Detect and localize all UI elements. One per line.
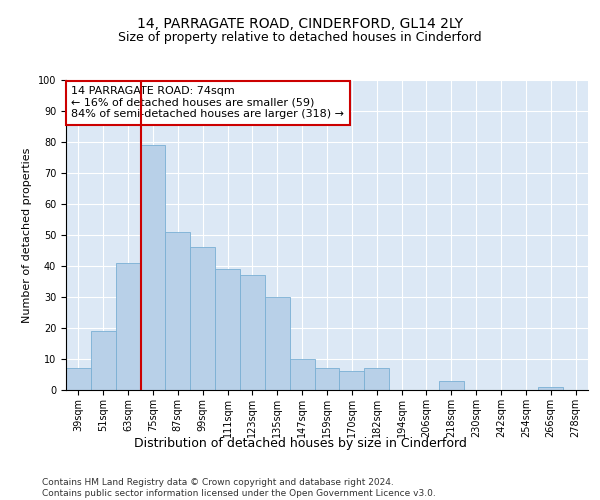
Bar [190, 248, 215, 390]
Y-axis label: Number of detached properties: Number of detached properties [22, 148, 32, 322]
Bar [290, 359, 314, 390]
Bar [140, 145, 166, 390]
Text: Contains HM Land Registry data © Crown copyright and database right 2024.
Contai: Contains HM Land Registry data © Crown c… [42, 478, 436, 498]
Bar [166, 232, 190, 390]
Bar [340, 372, 364, 390]
Bar [538, 387, 563, 390]
Bar [91, 331, 116, 390]
Text: Size of property relative to detached houses in Cinderford: Size of property relative to detached ho… [118, 31, 482, 44]
Bar [116, 263, 140, 390]
Bar [66, 368, 91, 390]
Text: 14 PARRAGATE ROAD: 74sqm
← 16% of detached houses are smaller (59)
84% of semi-d: 14 PARRAGATE ROAD: 74sqm ← 16% of detach… [71, 86, 344, 120]
Bar [364, 368, 389, 390]
Bar [314, 368, 340, 390]
Text: Distribution of detached houses by size in Cinderford: Distribution of detached houses by size … [134, 438, 466, 450]
Text: 14, PARRAGATE ROAD, CINDERFORD, GL14 2LY: 14, PARRAGATE ROAD, CINDERFORD, GL14 2LY [137, 18, 463, 32]
Bar [265, 297, 290, 390]
Bar [215, 269, 240, 390]
Bar [240, 276, 265, 390]
Bar [439, 380, 464, 390]
